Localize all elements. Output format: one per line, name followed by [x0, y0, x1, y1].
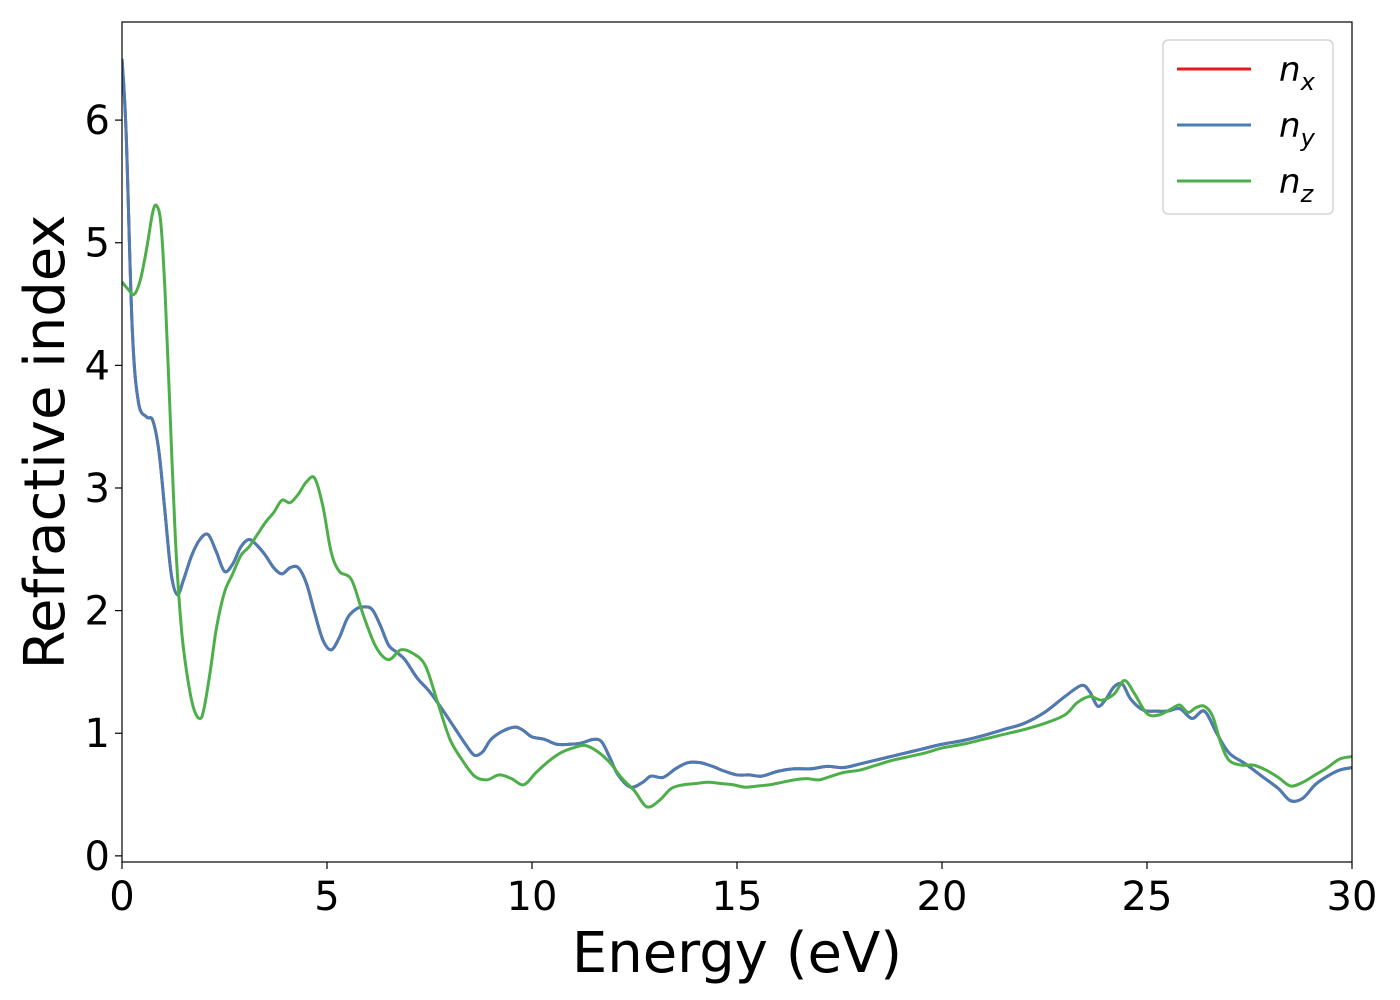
y-tick-label: 3: [85, 466, 110, 512]
y-tick-label: 2: [85, 589, 110, 635]
y-tick-label: 4: [85, 343, 110, 389]
legend-box: [1162, 39, 1334, 215]
x-axis-label: Energy (eV): [572, 921, 902, 986]
x-tick-label: 20: [917, 874, 968, 920]
legend-label-nz: nz: [1279, 162, 1315, 208]
series-line-nz: [122, 203, 1352, 809]
plot-lines: [122, 58, 1352, 809]
y-axis-label: Refractive index: [13, 215, 78, 670]
x-axis-ticks: 0 5 10 15 20 25 30: [109, 862, 1377, 920]
x-tick-label: 30: [1327, 874, 1378, 920]
x-tick-label: 25: [1122, 874, 1173, 920]
y-tick-label: 5: [85, 221, 110, 267]
x-tick-label: 0: [109, 874, 134, 920]
x-tick-label: 10: [507, 874, 558, 920]
y-tick-label: 1: [85, 711, 110, 757]
x-tick-label: 5: [314, 874, 339, 920]
x-tick-label: 15: [712, 874, 763, 920]
y-tick-label: 6: [85, 98, 110, 144]
y-axis-ticks: 0 1 2 3 4 5 6: [85, 98, 122, 880]
y-tick-label: 0: [85, 834, 110, 880]
